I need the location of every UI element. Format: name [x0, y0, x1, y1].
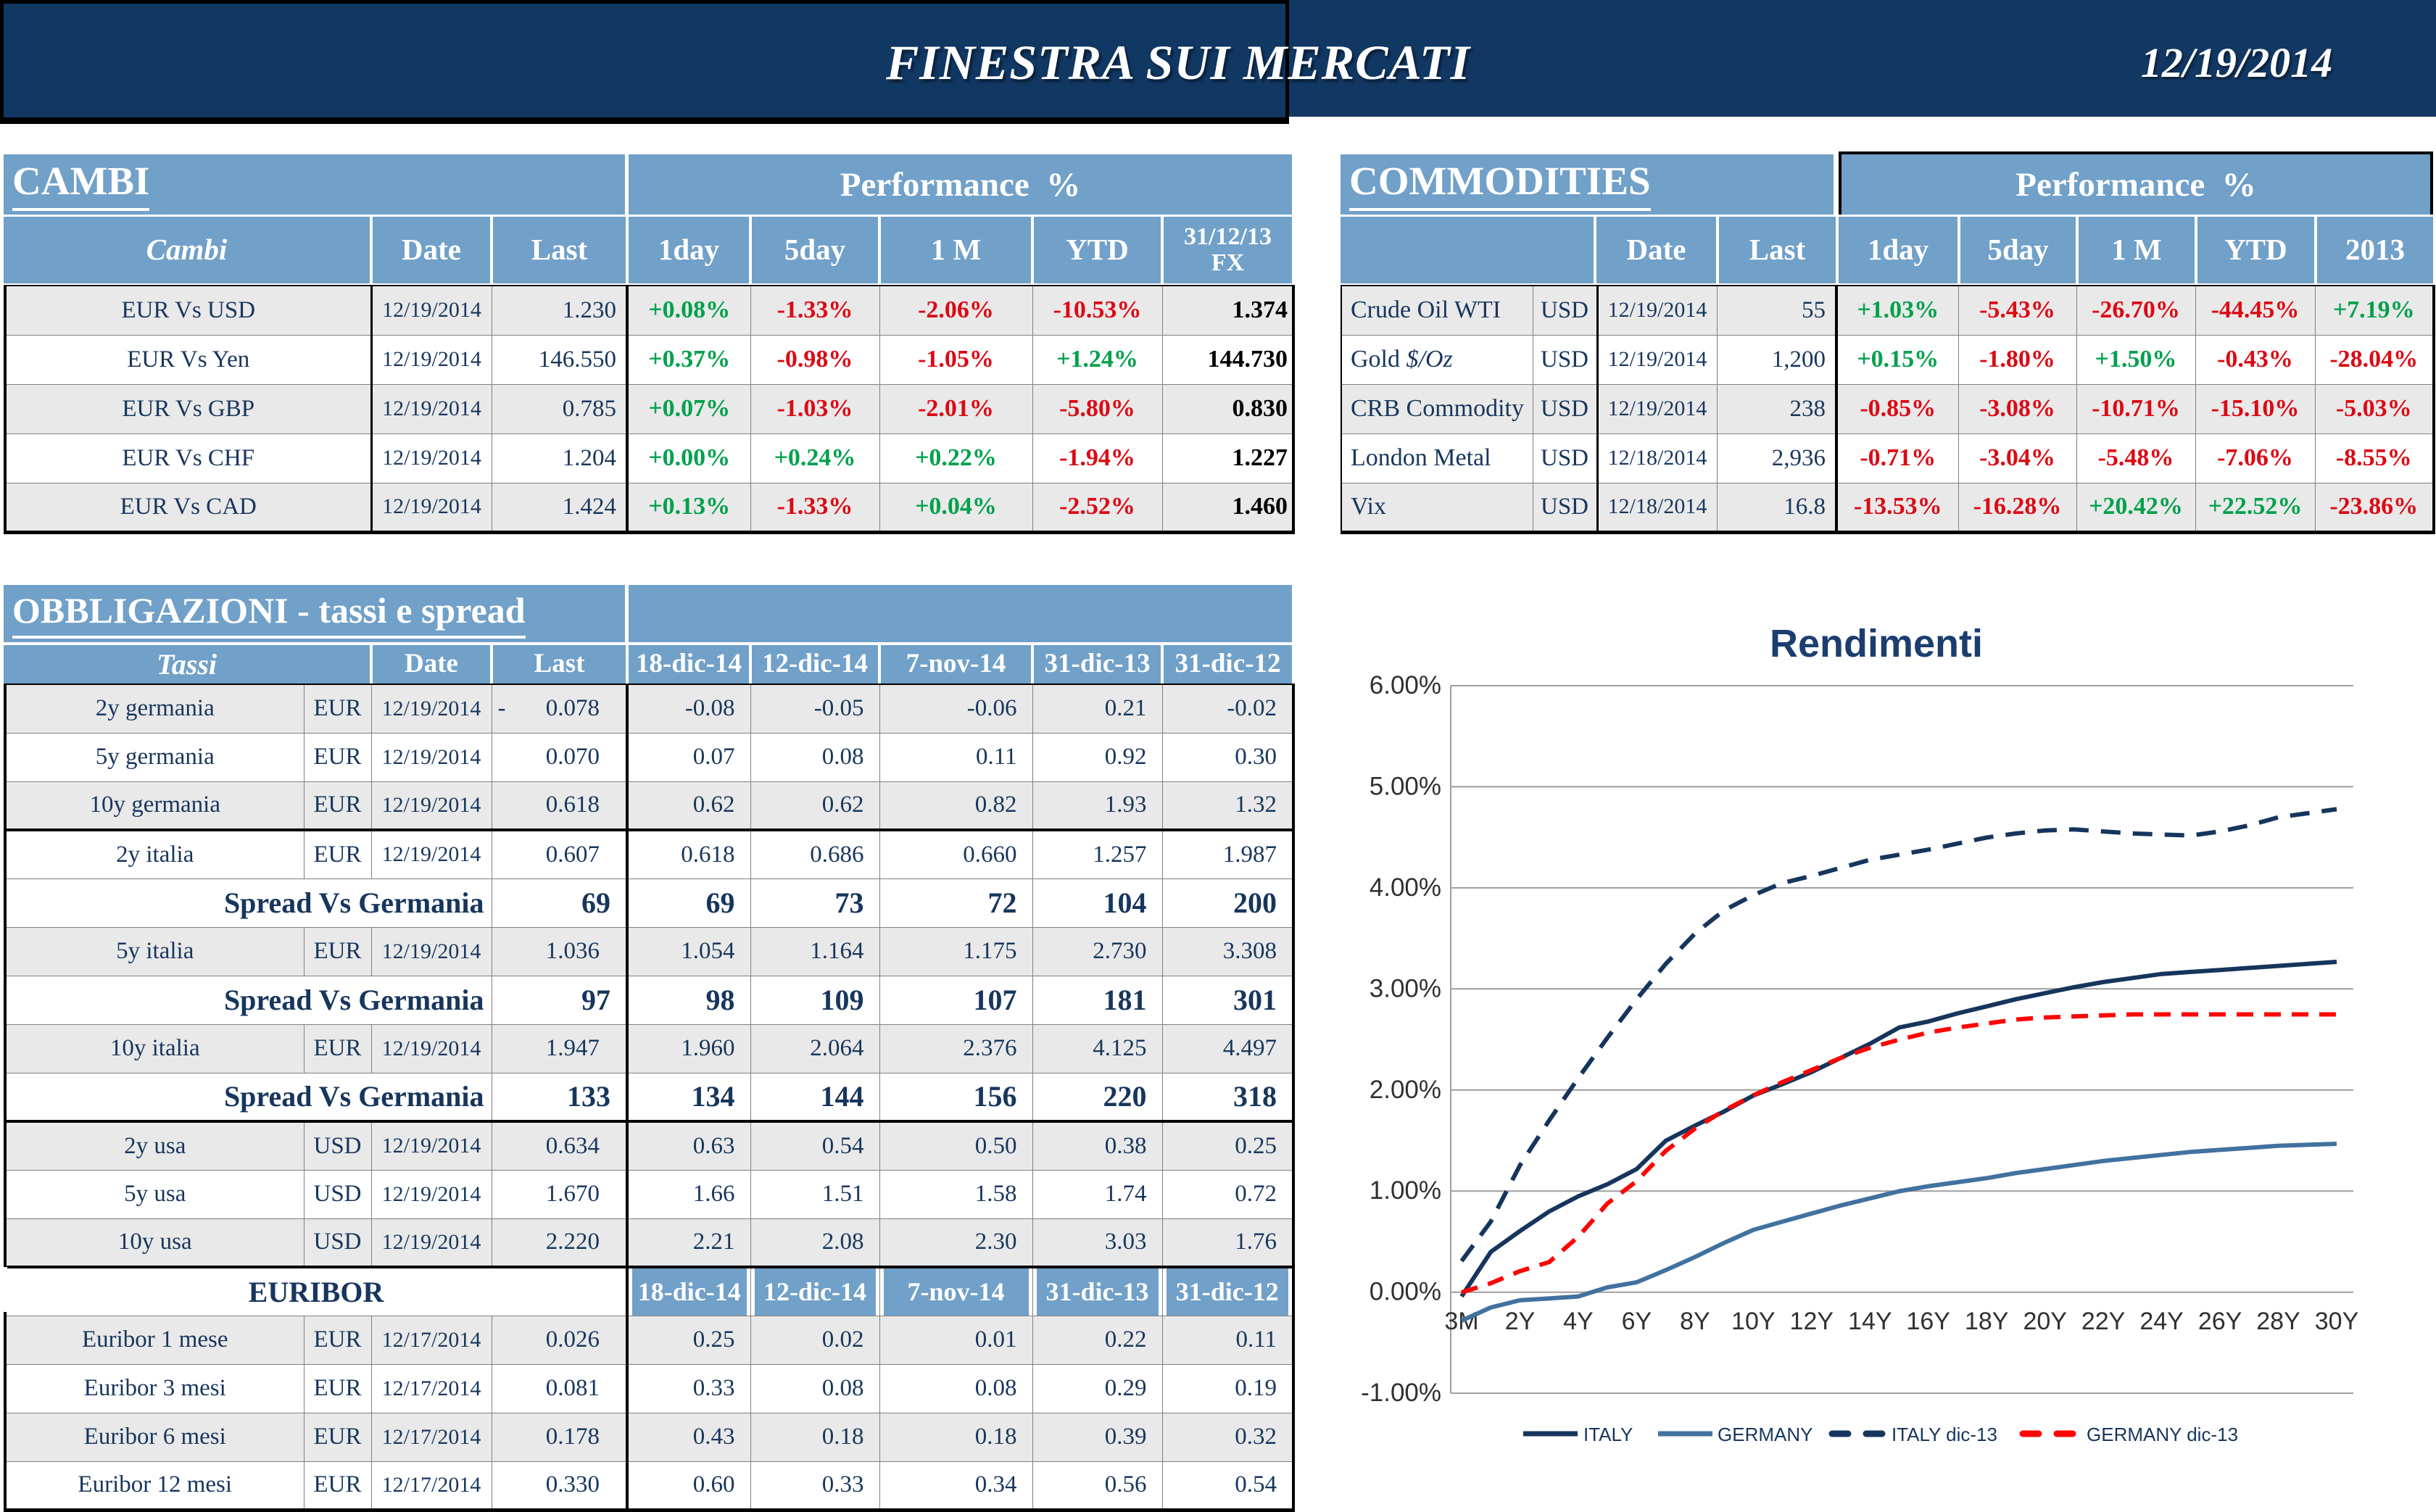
svg-text:24Y: 24Y [2139, 1308, 2184, 1335]
svg-text:26Y: 26Y [2198, 1308, 2242, 1335]
svg-text:22Y: 22Y [2081, 1308, 2126, 1335]
svg-text:4Y: 4Y [1563, 1308, 1594, 1335]
svg-text:-1.00%: -1.00% [1361, 1379, 1441, 1407]
svg-text:0.00%: 0.00% [1370, 1278, 1441, 1306]
svg-text:ITALY dic-13: ITALY dic-13 [1892, 1424, 1997, 1445]
svg-text:12Y: 12Y [1790, 1308, 1834, 1335]
svg-text:5.00%: 5.00% [1370, 772, 1441, 800]
svg-text:28Y: 28Y [2256, 1308, 2300, 1335]
svg-text:3.00%: 3.00% [1370, 974, 1441, 1002]
svg-text:3M: 3M [1444, 1308, 1478, 1335]
svg-text:8Y: 8Y [1680, 1308, 1710, 1335]
svg-text:1.00%: 1.00% [1370, 1176, 1441, 1205]
svg-text:GERMANY: GERMANY [1718, 1424, 1812, 1445]
svg-text:GERMANY dic-13: GERMANY dic-13 [2087, 1424, 2238, 1445]
svg-text:16Y: 16Y [1906, 1308, 1950, 1335]
svg-text:14Y: 14Y [1848, 1308, 1892, 1335]
svg-text:ITALY: ITALY [1583, 1424, 1633, 1445]
svg-text:6.00%: 6.00% [1370, 671, 1441, 699]
svg-text:20Y: 20Y [2023, 1308, 2067, 1335]
svg-text:2.00%: 2.00% [1370, 1076, 1441, 1104]
svg-text:18Y: 18Y [1965, 1308, 2009, 1335]
svg-text:30Y: 30Y [2315, 1308, 2359, 1335]
svg-text:Rendimenti: Rendimenti [1770, 622, 1983, 665]
svg-text:10Y: 10Y [1731, 1308, 1776, 1335]
svg-text:6Y: 6Y [1622, 1308, 1652, 1335]
svg-text:4.00%: 4.00% [1370, 873, 1441, 902]
svg-text:2Y: 2Y [1505, 1308, 1536, 1335]
